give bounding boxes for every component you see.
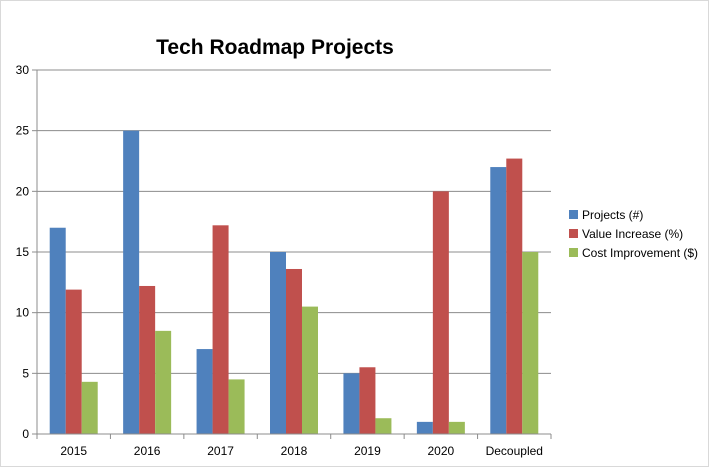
y-tick-label: 25 <box>16 124 30 138</box>
x-tick-label: 2016 <box>134 444 161 458</box>
legend-swatch <box>569 210 578 219</box>
axes: 0 5 10 15 20 25 30 2015 2016 2017 2018 2019 2020 Deco… <box>16 63 552 458</box>
y-tick-label: 10 <box>16 306 30 320</box>
legend-label: Cost Improvement ($) <box>582 246 698 260</box>
bar-3 <box>448 421 465 434</box>
bar-2 <box>432 191 449 434</box>
y-tick-label: 20 <box>16 184 30 198</box>
x-tick-label: 2017 <box>207 444 234 458</box>
bar-2 <box>65 289 82 434</box>
bar-3 <box>375 418 392 434</box>
legend-swatch <box>569 229 578 238</box>
bar-2 <box>139 285 156 434</box>
bar-3 <box>81 381 98 434</box>
legend-label: Projects (#) <box>582 208 643 222</box>
bar-1 <box>490 167 507 435</box>
bar-2 <box>286 268 302 434</box>
x-tick-label: 2020 <box>428 444 455 458</box>
legend-label: Value Increase (%) <box>582 227 683 241</box>
chart-title: Tech Roadmap Projects <box>156 36 394 59</box>
legend: Projects (#) Value Increase (%) Cost Impro… <box>569 208 698 260</box>
bar-1 <box>123 130 140 434</box>
y-tick-label: 30 <box>16 63 30 77</box>
x-tick-label: Decoupled <box>486 444 543 458</box>
x-tick-label: 2018 <box>281 444 308 458</box>
bar-1 <box>270 252 286 434</box>
bar-1 <box>49 227 66 434</box>
x-tick-label: 2019 <box>354 444 381 458</box>
y-tick-label: 0 <box>22 427 29 441</box>
bar-2 <box>359 367 376 434</box>
bar-1 <box>416 421 433 434</box>
y-tick-label: 15 <box>16 245 30 259</box>
bar-1 <box>196 349 213 434</box>
bar-2 <box>506 158 523 434</box>
bar-1 <box>343 373 360 434</box>
y-tick-label: 5 <box>22 366 29 380</box>
bars <box>49 130 539 435</box>
bar-3 <box>522 252 539 434</box>
legend-swatch <box>569 248 578 257</box>
bar-2 <box>212 225 229 434</box>
bar-3 <box>302 306 318 434</box>
bar-3 <box>155 330 172 434</box>
bar-3 <box>228 379 245 434</box>
x-tick-label: 2015 <box>60 444 87 458</box>
